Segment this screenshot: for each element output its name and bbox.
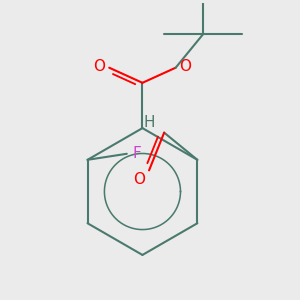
Text: O: O [179, 59, 191, 74]
Text: O: O [133, 172, 145, 187]
Text: F: F [133, 146, 142, 161]
Text: O: O [93, 59, 105, 74]
Text: H: H [143, 115, 155, 130]
